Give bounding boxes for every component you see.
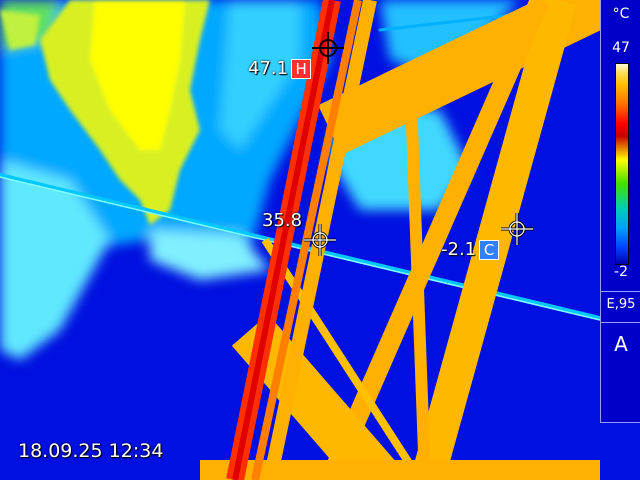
scale-divider: [601, 291, 640, 292]
cold-spot-marker: [501, 213, 533, 245]
scale-min: -2: [614, 264, 628, 280]
timestamp: 18.09.25 12:34: [18, 440, 164, 462]
hot-spot-badge: H: [291, 59, 312, 79]
emissivity-label: E,95: [606, 297, 636, 312]
temperature-scale-panel: °C 47 -2 E,95 A: [600, 0, 640, 423]
scale-divider: [601, 322, 640, 323]
warm-cloud: [0, 0, 210, 225]
hot-spot-marker: [312, 32, 344, 64]
cold-spot-value: -2.1: [441, 239, 477, 260]
cold-spot-readout: -2.1 C: [441, 239, 500, 260]
scale-max: 47: [612, 40, 630, 56]
scale-unit: °C: [612, 6, 630, 22]
center-spot-value: 35.8: [262, 210, 303, 231]
hot-spot-readout: 47.1 H: [248, 58, 312, 79]
hot-spot-value: 47.1: [248, 58, 289, 79]
range-mode-label: A: [614, 332, 628, 356]
cold-spot-badge: C: [479, 240, 500, 260]
thermal-image: [0, 0, 600, 480]
center-marker: [304, 224, 336, 256]
color-scale-bar: [615, 63, 629, 265]
